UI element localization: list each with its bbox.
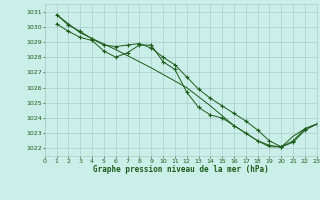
X-axis label: Graphe pression niveau de la mer (hPa): Graphe pression niveau de la mer (hPa) xyxy=(93,165,269,174)
